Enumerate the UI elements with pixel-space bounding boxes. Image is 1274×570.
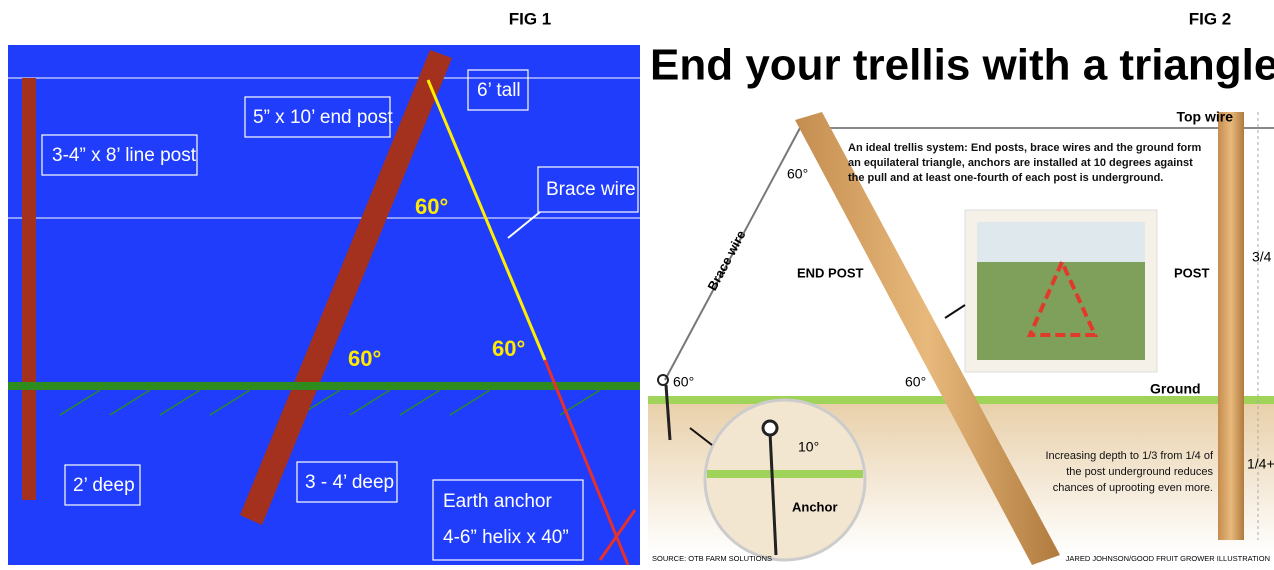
line-post [1218,112,1244,540]
anchor-eye [763,421,777,435]
anchor-eye [658,375,668,385]
description: An ideal trellis system: End posts, brac… [848,142,1202,154]
arrow [945,305,965,318]
label: Brace wire [546,179,636,200]
fig-label: FIG 2 [1189,9,1232,28]
angle-label: 60° [348,346,381,371]
label: 3-4” x 8’ line post [52,145,197,166]
note: Increasing depth to 1/3 from 1/4 of [1045,450,1213,462]
ground-line [8,382,640,390]
magnifier [705,400,865,560]
label: POST [1174,265,1209,280]
label: 3/4 [1252,249,1272,265]
description: the pull and at least one-fourth of each… [848,172,1163,184]
note: the post underground reduces [1066,466,1213,478]
label: Anchor [792,499,838,514]
label: 3 - 4’ deep [305,472,394,493]
angle-label: 60° [905,374,926,390]
fig-label: FIG 1 [509,9,552,28]
label: Earth anchor [443,491,552,512]
label: END POST [797,265,864,280]
label: Ground [1150,381,1201,397]
label: 5” x 10’ end post [253,107,393,128]
angle-label: 60° [787,166,808,182]
title: End your trellis with a triangle [650,41,1274,90]
source: SOURCE: OTB FARM SOLUTIONS [652,554,772,563]
angle-label: 10° [798,439,819,455]
label: 6’ tall [477,80,521,101]
angle-label: 60° [673,374,694,390]
label: 4-6” helix x 40” [443,527,569,548]
photo-sky [977,222,1145,262]
note: chances of uprooting even more. [1053,482,1213,494]
angle-label: 60° [492,336,525,361]
label: Brace wire [704,228,748,293]
line-post [22,78,36,500]
label: 1/4+ [1247,456,1274,472]
page: FIG 1 FIG 2 3-4” x 8’ line post 5” x 10’… [0,0,1274,570]
label: Top wire [1176,109,1233,125]
credit: JARED JOHNSON/GOOD FRUIT GROWER ILLUSTRA… [1066,554,1270,563]
label: 2’ deep [73,475,135,496]
figure: FIG 1 FIG 2 3-4” x 8’ line post 5” x 10’… [0,0,1274,565]
grass [707,470,863,478]
angle-label: 60° [415,194,448,219]
description: an equilateral triangle, anchors are ins… [848,157,1193,169]
